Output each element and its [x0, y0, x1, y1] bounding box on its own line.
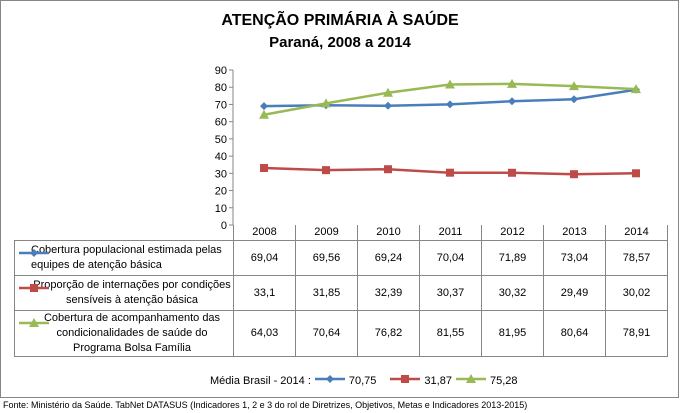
- media-value: 75,28: [489, 374, 518, 387]
- data-value: 76,82: [357, 309, 420, 357]
- data-value: 30,37: [419, 274, 482, 311]
- data-point: [569, 81, 579, 91]
- y-tick-label: 70: [215, 99, 227, 111]
- data-point: [29, 317, 39, 327]
- series-name: Cobertura populacional estimada pelas eq…: [31, 243, 222, 271]
- y-tick-label: 20: [215, 186, 227, 198]
- data-table: 2008 2009 2010 2011 2012 2013 2014 Cobertura po…: [14, 225, 668, 357]
- data-value: 30,32: [481, 274, 544, 311]
- table-row: Proporção de internações por condições s…: [14, 274, 668, 311]
- data-point: [30, 283, 38, 292]
- y-tick-label: 10: [215, 203, 227, 215]
- data-point: [325, 375, 334, 383]
- square-marker-icon: [19, 283, 49, 292]
- data-point: [508, 168, 516, 177]
- category-label: 2008: [233, 225, 296, 241]
- data-point: [321, 98, 331, 108]
- data-value: 80,64: [543, 309, 606, 357]
- data-point: [446, 168, 454, 177]
- data-value: 70,64: [295, 309, 358, 357]
- data-value: 81,95: [481, 309, 544, 357]
- category-label: 2014: [605, 225, 668, 241]
- data-point: [260, 163, 268, 172]
- data-value: 70,04: [419, 239, 482, 276]
- chart-frame: [0, 0, 679, 398]
- category-label: 2009: [295, 225, 358, 241]
- table-row: Cobertura de acompanhamento das condicio…: [14, 309, 668, 357]
- data-value: 81,55: [419, 309, 482, 357]
- triangle-marker-icon: [455, 374, 486, 383]
- diamond-marker-icon: [314, 375, 345, 383]
- data-point: [445, 79, 455, 89]
- data-value: 31,85: [295, 274, 358, 311]
- data-point: [631, 84, 641, 94]
- media-label: Média Brasil - 2014 :: [210, 374, 311, 387]
- data-value: 30,02: [605, 274, 668, 311]
- y-tick-label: 40: [215, 151, 227, 163]
- series-name: Proporção de internações por condições s…: [33, 278, 231, 306]
- data-point: [570, 170, 578, 179]
- data-value: 32,39: [357, 274, 420, 311]
- category-label: 2010: [357, 225, 420, 241]
- category-label: 2013: [543, 225, 606, 241]
- media-value: 70,75: [348, 374, 377, 387]
- y-tick-label: 50: [215, 134, 227, 146]
- data-point: [260, 102, 268, 111]
- chart-title: ATENÇÃO PRIMÁRIA À SAÚDE: [221, 12, 459, 29]
- data-point: [401, 375, 410, 383]
- chart-subtitle: Paraná, 2008 a 2014: [269, 34, 411, 51]
- data-value: 29,49: [543, 274, 606, 311]
- data-point: [383, 87, 393, 97]
- data-value: 69,04: [233, 239, 296, 276]
- data-value: 33,1: [233, 274, 296, 311]
- category-label: 2011: [419, 225, 482, 241]
- y-tick-label: 60: [215, 117, 227, 129]
- table-row: Cobertura populacional estimada pelas eq…: [14, 239, 668, 276]
- diamond-marker-icon: [19, 248, 49, 257]
- data-point: [30, 248, 38, 257]
- data-value: 64,03: [233, 309, 296, 357]
- triangle-marker-icon: [19, 317, 49, 327]
- data-point: [507, 78, 517, 88]
- data-value: 69,24: [357, 239, 420, 276]
- series-name: Cobertura de acompanhamento das condicio…: [43, 311, 221, 354]
- y-tick-label: 90: [215, 65, 227, 77]
- y-tick-label: 30: [215, 168, 227, 180]
- category-label: 2012: [481, 225, 544, 241]
- data-value: 71,89: [481, 239, 544, 276]
- data-point: [259, 109, 269, 119]
- data-point: [632, 169, 640, 178]
- data-point: [322, 166, 330, 175]
- y-tick-label: 80: [215, 82, 227, 94]
- data-point: [570, 95, 578, 104]
- data-value: 78,91: [605, 309, 668, 357]
- data-point: [384, 165, 392, 174]
- data-value: 73,04: [543, 239, 606, 276]
- data-value: 78,57: [605, 239, 668, 276]
- data-point: [465, 374, 476, 383]
- media-brasil-legend: Média Brasil - 2014 : 70,75 31,87 75,28: [210, 374, 517, 387]
- square-marker-icon: [390, 375, 421, 383]
- data-point: [446, 100, 454, 109]
- data-value: 69,56: [295, 239, 358, 276]
- media-value: 31,87: [424, 374, 452, 387]
- data-point: [384, 101, 392, 110]
- data-point: [508, 97, 516, 106]
- source-note: Fonte: Ministério da Saúde. TabNet DATAS…: [3, 400, 528, 410]
